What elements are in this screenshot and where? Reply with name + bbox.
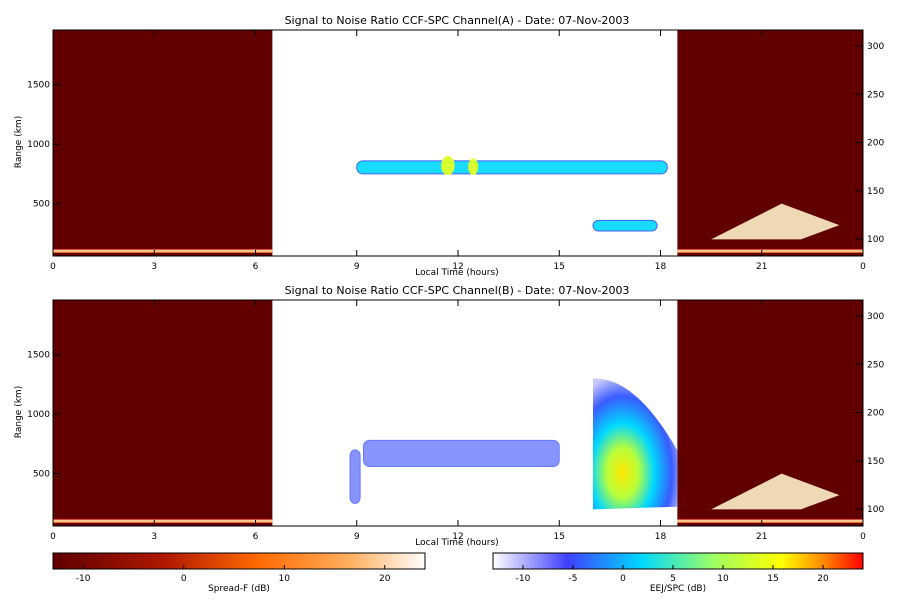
y-tick-label: 500 xyxy=(33,470,50,480)
colorbar-tick-label: -5 xyxy=(569,574,578,584)
y2-tick-label: 100 xyxy=(867,235,884,245)
y-tick-label: 1000 xyxy=(27,410,50,420)
panel-channel-b: Signal to Noise Ratio CCF-SPC Channel(B)… xyxy=(14,284,884,548)
colorbar-tick-label: 20 xyxy=(379,574,391,584)
x-tick-label: 21 xyxy=(756,262,767,272)
x-tick-label: 12 xyxy=(452,532,463,542)
x-tick-label: 6 xyxy=(253,532,259,542)
y2-tick-label: 200 xyxy=(867,139,884,149)
x-tick-label: 0 xyxy=(50,532,56,542)
y-tick-label: 1000 xyxy=(27,140,50,150)
spread_f-band xyxy=(53,248,273,253)
y2-tick-label: 250 xyxy=(867,90,884,100)
colorbar-tick-label: 0 xyxy=(181,574,187,584)
plot-area: 0 3 6 9 12 15 18 21 0 500 1000 1500 100 150 200 250 300 xyxy=(27,299,884,542)
eej-plume xyxy=(593,378,678,510)
y2-tick-label: 150 xyxy=(867,457,884,467)
colorbar-label: EEJ/SPC (dB) xyxy=(650,584,706,594)
y-tick-label: 1500 xyxy=(27,351,50,361)
x-tick-label: 21 xyxy=(756,532,767,542)
colorbar-tick-label: 15 xyxy=(767,574,778,584)
spread_f-band xyxy=(53,518,273,523)
x-tick-label: 12 xyxy=(452,262,463,272)
colorbar-tick-label: 10 xyxy=(279,574,291,584)
x-tick-label: 0 xyxy=(50,262,56,272)
x-tick-label: 0 xyxy=(860,532,866,542)
x-tick-label: 18 xyxy=(655,262,667,272)
eej-band xyxy=(349,449,361,504)
colorbar-ticks: -10 0 10 20 xyxy=(76,565,391,584)
colorbar-eej: -10 -5 0 5 10 15 20 EEJ/SPC (dB) xyxy=(492,552,864,594)
panel-title: Signal to Noise Ratio CCF-SPC Channel(A)… xyxy=(285,14,630,27)
y-tick-label: 500 xyxy=(33,200,50,210)
colorbar-label: Spread-F (dB) xyxy=(208,584,270,594)
x-tick-label: 9 xyxy=(354,532,360,542)
x-tick-label: 18 xyxy=(655,532,667,542)
spread_f-background xyxy=(53,300,273,526)
y-axis-label: Range (km) xyxy=(14,116,24,168)
eej-blob xyxy=(468,158,479,176)
spread_f-background xyxy=(53,30,273,256)
colorbar-gradient xyxy=(52,552,426,570)
y2-tick-label: 150 xyxy=(867,187,884,197)
y2-tick-label: 250 xyxy=(867,360,884,370)
spread_f-plume xyxy=(711,203,840,240)
eej-blob xyxy=(441,156,455,176)
panel-title: Signal to Noise Ratio CCF-SPC Channel(B)… xyxy=(285,284,630,297)
panel-channel-a: Signal to Noise Ratio CCF-SPC Channel(A)… xyxy=(14,14,884,278)
x-axis-label: Local Time (hours) xyxy=(415,538,498,548)
x-tick-label: 3 xyxy=(151,532,157,542)
y2-tick-label: 100 xyxy=(867,505,884,515)
plot-area: 0 3 6 9 12 15 18 21 0 500 1000 1500 100 150 200 250 300 xyxy=(27,29,884,272)
eej-band xyxy=(363,439,560,468)
x-tick-label: 9 xyxy=(354,262,360,272)
x-tick-label: 3 xyxy=(151,262,157,272)
colorbar-tick-label: 10 xyxy=(717,574,729,584)
spread_f-band xyxy=(677,248,863,253)
y-axis-label: Range (km) xyxy=(14,386,24,438)
colorbar-tick-label: -10 xyxy=(516,574,531,584)
eej-band xyxy=(356,160,668,175)
x-tick-label: 15 xyxy=(554,262,565,272)
colorbar-ticks: -10 -5 0 5 10 15 20 xyxy=(516,565,829,584)
colorbar-tick-label: -10 xyxy=(76,574,91,584)
x-tick-label: 15 xyxy=(554,532,565,542)
colorbar-tick-label: 5 xyxy=(670,574,676,584)
y2-tick-label: 300 xyxy=(867,42,884,52)
colorbar-gradient xyxy=(492,552,864,570)
spread_f-plume xyxy=(711,473,840,510)
spread_f-band xyxy=(677,518,863,523)
x-axis-label: Local Time (hours) xyxy=(415,268,498,278)
colorbar-tick-label: 20 xyxy=(817,574,829,584)
y2-tick-label: 200 xyxy=(867,409,884,419)
x-tick-label: 0 xyxy=(860,262,866,272)
colorbar-spread-f: -10 0 10 20 Spread-F (dB) xyxy=(52,552,426,594)
y2-tick-label: 300 xyxy=(867,312,884,322)
eej-band xyxy=(592,219,658,232)
y-tick-label: 1500 xyxy=(27,81,50,91)
colorbar-tick-label: 0 xyxy=(620,574,626,584)
x-tick-label: 6 xyxy=(253,262,259,272)
